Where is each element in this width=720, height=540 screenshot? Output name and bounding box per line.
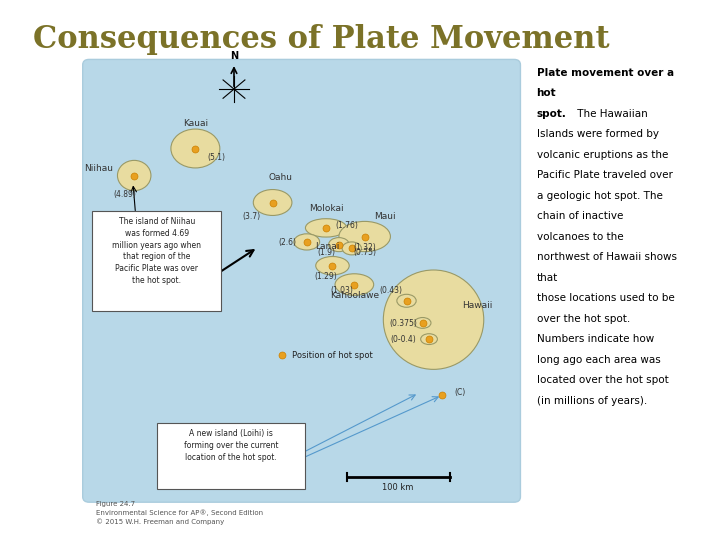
Text: (1.03): (1.03) [330, 286, 353, 295]
Text: Kahoolawe: Kahoolawe [330, 291, 379, 300]
Text: (in millions of years).: (in millions of years). [536, 396, 647, 406]
Text: (1.76): (1.76) [336, 221, 358, 230]
Text: Lanai: Lanai [315, 241, 340, 251]
Text: Numbers indicate how: Numbers indicate how [536, 334, 654, 345]
Text: (1.32): (1.32) [354, 243, 376, 252]
Ellipse shape [335, 274, 374, 295]
FancyBboxPatch shape [83, 59, 521, 502]
Text: (0-0.4): (0-0.4) [390, 335, 416, 344]
Ellipse shape [316, 256, 349, 275]
Text: A new island (Loihi) is
forming over the current
location of the hot spot.: A new island (Loihi) is forming over the… [184, 429, 278, 462]
Text: Molokai: Molokai [309, 204, 343, 213]
Text: 100 km: 100 km [382, 483, 414, 492]
Text: (C): (C) [455, 388, 466, 397]
Ellipse shape [383, 270, 484, 369]
Text: over the hot spot.: over the hot spot. [536, 314, 630, 324]
Text: (4.89): (4.89) [113, 190, 136, 199]
Text: chain of inactive: chain of inactive [536, 211, 623, 221]
Ellipse shape [117, 160, 151, 191]
Text: long ago each area was: long ago each area was [536, 355, 660, 365]
Ellipse shape [171, 129, 220, 168]
Text: Niihau: Niihau [84, 164, 113, 173]
Text: The island of Niihau
was formed 4.69
million years ago when
that region of the
P: The island of Niihau was formed 4.69 mil… [112, 217, 201, 285]
Ellipse shape [328, 238, 349, 252]
Text: Hawaii: Hawaii [462, 301, 492, 310]
Text: Pacific Plate traveled over: Pacific Plate traveled over [536, 170, 672, 180]
FancyBboxPatch shape [157, 423, 305, 489]
Text: spot.: spot. [536, 109, 567, 119]
Text: that: that [536, 273, 558, 283]
Text: (1.9): (1.9) [317, 248, 335, 258]
Ellipse shape [253, 190, 292, 215]
Text: located over the hot spot: located over the hot spot [536, 375, 668, 386]
Text: (0.375): (0.375) [390, 319, 417, 328]
Text: Plate movement over a: Plate movement over a [536, 68, 674, 78]
Ellipse shape [414, 318, 431, 328]
Text: Consequences of Plate Movement: Consequences of Plate Movement [32, 24, 609, 55]
Text: (0.43): (0.43) [379, 286, 402, 295]
Ellipse shape [397, 294, 416, 307]
Text: (0.75): (0.75) [354, 248, 376, 258]
Ellipse shape [342, 242, 361, 255]
Text: a geologic hot spot. The: a geologic hot spot. The [536, 191, 662, 201]
Text: (5.1): (5.1) [207, 153, 225, 163]
Text: The Hawaiian: The Hawaiian [574, 109, 647, 119]
Text: those locations used to be: those locations used to be [536, 293, 675, 303]
Text: N: N [230, 51, 238, 61]
Text: (2.6): (2.6) [279, 238, 297, 247]
Ellipse shape [339, 221, 390, 252]
Text: Islands were formed by: Islands were formed by [536, 129, 659, 139]
Text: volcanoes to the: volcanoes to the [536, 232, 624, 242]
Text: volcanic eruptions as the: volcanic eruptions as the [536, 150, 668, 160]
Text: (1.29): (1.29) [315, 272, 338, 281]
Text: hot: hot [536, 88, 556, 98]
Text: Kauai: Kauai [183, 119, 208, 128]
Text: Figure 24.7
Environmental Science for AP®, Second Edition
© 2015 W.H. Freeman an: Figure 24.7 Environmental Science for AP… [96, 501, 263, 525]
Ellipse shape [305, 219, 346, 237]
Ellipse shape [420, 334, 438, 345]
Text: Position of hot spot: Position of hot spot [292, 351, 373, 360]
FancyBboxPatch shape [92, 211, 221, 310]
Text: Movement of
Pacific Plate: Movement of Pacific Plate [159, 271, 215, 291]
Text: Maui: Maui [374, 212, 396, 221]
Text: northwest of Hawaii shows: northwest of Hawaii shows [536, 252, 677, 262]
Ellipse shape [294, 234, 320, 250]
Text: (3.7): (3.7) [243, 212, 261, 221]
Text: Oahu: Oahu [269, 173, 292, 182]
